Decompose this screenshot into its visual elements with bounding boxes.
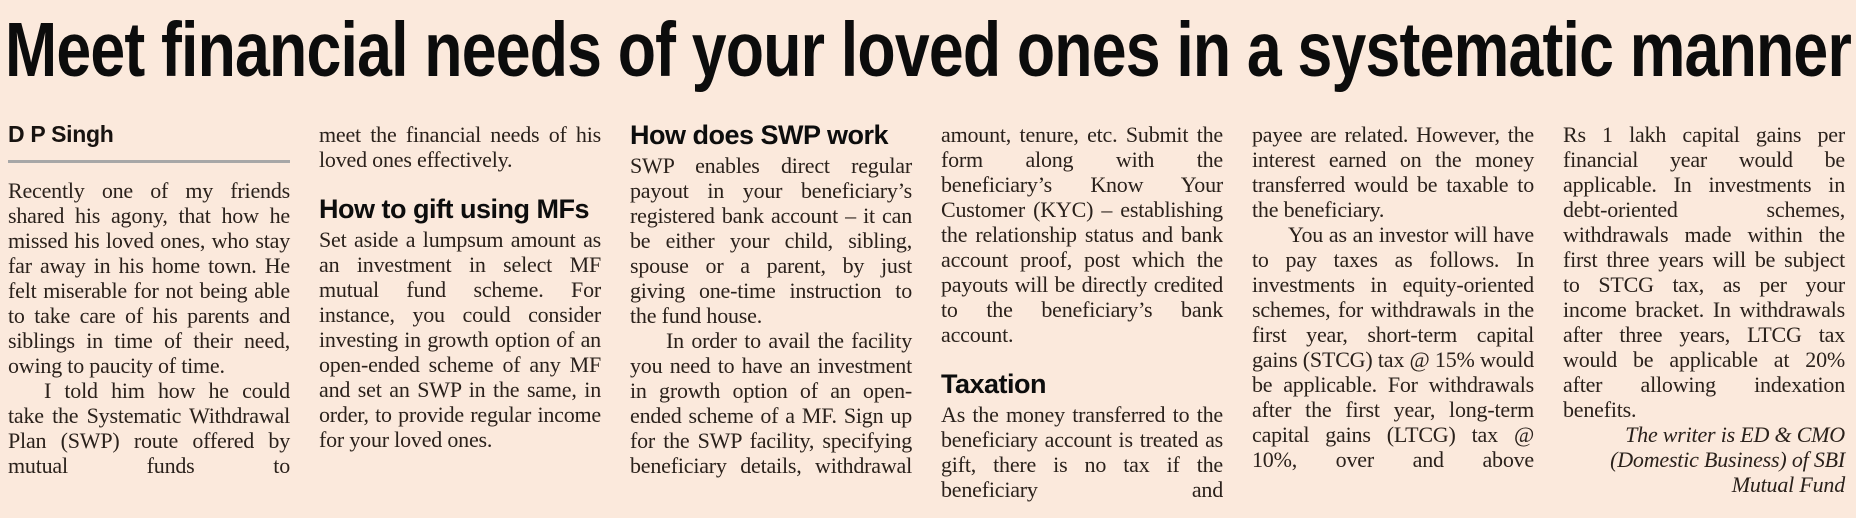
article-column-1: D P Singh Recently one of my friends sha… [8,122,290,502]
headline-container: Meet financial needs of your loved ones … [0,0,1856,104]
byline-rule [8,160,290,163]
paragraph: Set aside a lumpsum amount as an investm… [319,227,601,452]
paragraph: amount, tenure, etc. Submit the form alo… [941,122,1223,347]
section-heading-how-to-gift: How to gift using MFs [319,194,589,224]
paragraph: Recently one of my friends shared his ag… [8,178,290,378]
paragraph: SWP enables direct regular payout in you… [630,153,912,328]
article-columns: D P Singh Recently one of my friends sha… [0,104,1856,502]
section-heading-how-does-swp-work: How does SWP work [630,120,889,150]
writer-attribution: The writer is ED & CMO (Domestic Busines… [1610,422,1845,497]
article-column-3: How does SWP work SWP enables direct reg… [630,122,912,502]
paragraph: As the money transferred to the benefici… [941,402,1223,502]
headline: Meet financial needs of your loved ones … [5,7,1852,93]
paragraph: payee are related. However, the interest… [1252,122,1534,222]
byline: D P Singh [8,121,114,147]
article-column-6: Rs 1 lakh capital gains per financial ye… [1563,122,1845,502]
article-column-2: meet the financial needs of his loved on… [319,122,601,502]
paragraph: Rs 1 lakh capital gains per financial ye… [1563,122,1845,422]
paragraph: You as an investor will have to pay taxe… [1252,222,1534,472]
paragraph: I told him how he could take the Systema… [8,378,290,478]
paragraph: In order to avail the facility you need … [630,328,912,478]
article-column-5: payee are related. However, the interest… [1252,122,1534,502]
section-heading-taxation: Taxation [941,369,1047,399]
article-column-4: amount, tenure, etc. Submit the form alo… [941,122,1223,502]
paragraph: meet the financial needs of his loved on… [319,122,601,172]
